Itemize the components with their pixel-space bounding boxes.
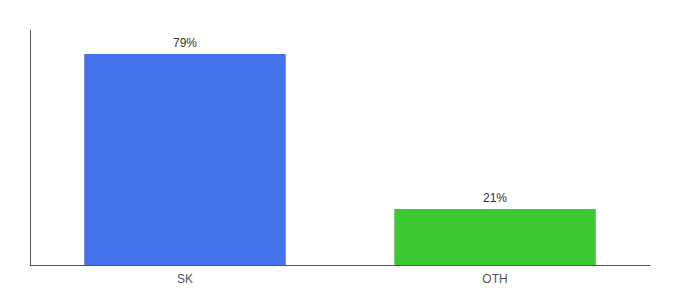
svg-text:79%: 79%: [173, 36, 197, 50]
svg-text:OTH: OTH: [482, 272, 507, 286]
svg-text:SK: SK: [177, 272, 193, 286]
svg-text:21%: 21%: [483, 191, 507, 205]
